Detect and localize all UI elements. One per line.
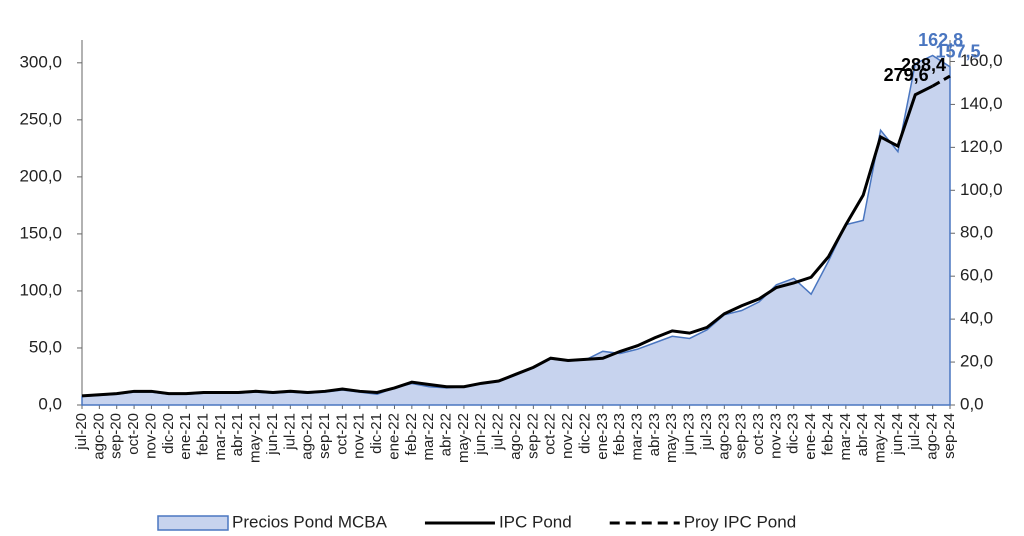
x-tick-label: dic-22 — [576, 413, 593, 454]
x-tick-label: mar-24 — [837, 413, 854, 461]
y2-tick-label: 0,0 — [960, 394, 984, 413]
x-tick-label: feb-24 — [819, 413, 836, 456]
y2-tick-label: 120,0 — [960, 137, 1003, 156]
x-tick-label: ago-23 — [715, 413, 732, 460]
x-tick-label: ene-23 — [594, 413, 611, 460]
x-tick-label: ago-21 — [299, 413, 316, 460]
y2-tick-label: 60,0 — [960, 266, 993, 285]
x-tick-label: feb-21 — [194, 413, 211, 456]
value-label: 157,5 — [935, 42, 980, 62]
y-tick-label: 0,0 — [38, 394, 62, 413]
x-tick-label: sep-21 — [316, 413, 333, 459]
x-tick-label: ene-22 — [385, 413, 402, 460]
x-tick-label: ago-24 — [924, 413, 941, 460]
y-tick-label: 150,0 — [19, 223, 62, 242]
y2-tick-label: 80,0 — [960, 223, 993, 242]
area — [81, 54, 951, 406]
x-tick-label: abr-21 — [229, 413, 246, 456]
legend-label: IPC Pond — [499, 512, 572, 531]
x-tick-label: nov-21 — [351, 413, 368, 459]
y2-tick-label: 140,0 — [960, 94, 1003, 113]
legend-swatch — [157, 515, 229, 531]
x-tick-label: abr-22 — [438, 413, 455, 456]
x-tick-label: mar-23 — [628, 413, 645, 461]
x-tick-label: sep-23 — [733, 413, 750, 459]
legend-label: Precios Pond MCBA — [232, 512, 388, 531]
x-tick-label: may-23 — [663, 413, 680, 463]
x-tick-label: may-22 — [455, 413, 472, 463]
x-tick-label: sep-20 — [108, 413, 125, 459]
y2-tick-label: 160,0 — [960, 51, 1003, 70]
x-tick-label: jul-22 — [490, 413, 507, 451]
x-tick-label: jul-20 — [73, 413, 90, 451]
x-tick-label: sep-22 — [524, 413, 541, 459]
x-tick-label: oct-23 — [750, 413, 767, 455]
y-tick-label: 300,0 — [19, 52, 62, 71]
dashed-line — [931, 74, 951, 88]
x-tick-label: dic-20 — [160, 413, 177, 454]
x-tick-label: sep-24 — [941, 413, 958, 459]
x-tick-label: nov-22 — [559, 413, 576, 459]
y2-tick-label: 40,0 — [960, 309, 993, 328]
x-tick-label: oct-20 — [125, 413, 142, 455]
x-tick-label: nov-20 — [142, 413, 159, 459]
x-tick-label: jun-24 — [889, 413, 906, 456]
y-tick-label: 250,0 — [19, 109, 62, 128]
x-tick-label: ene-24 — [802, 413, 819, 460]
x-tick-label: jul-23 — [698, 413, 715, 451]
y-tick-label: 200,0 — [19, 166, 62, 185]
x-tick-label: feb-23 — [611, 413, 628, 456]
x-tick-label: jul-21 — [281, 413, 298, 451]
x-tick-label: may-24 — [872, 413, 889, 463]
x-tick-label: abr-23 — [646, 413, 663, 456]
value-label: 279,6 — [884, 65, 929, 85]
x-tick-label: may-21 — [247, 413, 264, 463]
x-tick-label: dic-23 — [785, 413, 802, 454]
y-tick-label: 50,0 — [29, 337, 62, 356]
x-tick-label: jul-24 — [906, 413, 923, 451]
line — [81, 84, 934, 398]
x-tick-label: nov-23 — [767, 413, 784, 459]
y-tick-label: 100,0 — [19, 280, 62, 299]
x-tick-label: jun-22 — [472, 413, 489, 456]
x-tick-label: abr-24 — [854, 413, 871, 456]
legend-label: Proy IPC Pond — [684, 512, 796, 531]
x-tick-label: ago-20 — [90, 413, 107, 460]
y2-tick-label: 100,0 — [960, 180, 1003, 199]
x-tick-label: ago-22 — [507, 413, 524, 460]
value-label: 288,4 — [901, 55, 946, 75]
x-tick-label: mar-22 — [420, 413, 437, 461]
value-label: 162,8 — [918, 30, 963, 50]
x-tick-label: dic-21 — [368, 413, 385, 454]
x-tick-label: ene-21 — [177, 413, 194, 460]
y2-tick-label: 20,0 — [960, 352, 993, 371]
x-tick-label: feb-22 — [403, 413, 420, 456]
x-tick-label: oct-21 — [333, 413, 350, 455]
x-tick-label: jun-23 — [681, 413, 698, 456]
x-tick-label: jun-21 — [264, 413, 281, 456]
x-tick-label: oct-22 — [542, 413, 559, 455]
x-tick-label: mar-21 — [212, 413, 229, 461]
